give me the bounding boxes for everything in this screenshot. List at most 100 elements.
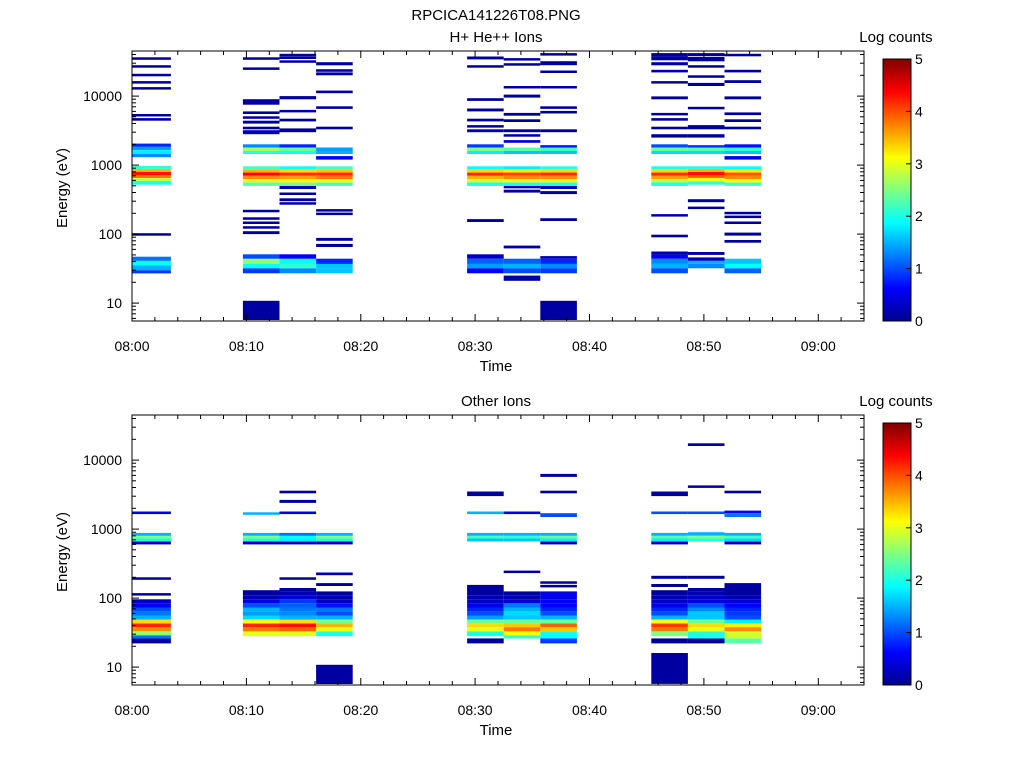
heatmap-cell	[132, 593, 171, 596]
heatmap-cell	[316, 583, 353, 586]
heatmap-cell	[724, 147, 762, 151]
heatmap-cell	[540, 473, 577, 477]
heatmap-cell	[724, 232, 762, 236]
heatmap-cell	[687, 591, 725, 596]
heatmap-cell	[724, 638, 762, 644]
heatmap-cell	[540, 615, 577, 620]
heatmap-cell	[503, 140, 541, 143]
heatmap-cell	[503, 172, 541, 176]
heatmap-cell	[467, 108, 504, 112]
heatmap-cell	[467, 144, 504, 148]
heatmap-cell	[503, 611, 541, 616]
heatmap-cell	[687, 151, 725, 154]
heatmap-cell	[132, 619, 171, 624]
heatmap-cell	[503, 623, 541, 628]
heatmap-cell	[467, 638, 504, 644]
heatmap-cell	[132, 615, 171, 620]
heatmap-cell	[316, 126, 353, 130]
heatmap-cell	[467, 178, 504, 183]
heatmap-cell	[242, 599, 280, 604]
heatmap-cell	[687, 623, 725, 628]
heatmap-cell	[651, 538, 688, 542]
heatmap-cell	[503, 245, 541, 249]
heatmap-cell	[687, 619, 725, 624]
heatmap-cell	[687, 125, 725, 130]
heatmap-cell	[316, 611, 353, 616]
x-tick-label: 08:00	[114, 702, 149, 718]
heatmap-cell	[242, 258, 280, 264]
heatmap-cell	[242, 116, 280, 119]
heatmap-cell	[687, 134, 725, 138]
heatmap-cell	[724, 240, 762, 243]
heatmap-cell	[540, 584, 577, 588]
y-tick-label: 1000	[91, 521, 122, 537]
heatmap-cell	[687, 168, 725, 172]
colorbar-gradient	[882, 422, 912, 686]
heatmap-cell	[651, 638, 688, 644]
x-axis-label: Time	[480, 722, 513, 739]
heatmap-cell	[503, 58, 541, 61]
heatmap-cell	[651, 615, 688, 620]
heatmap-cell	[132, 623, 171, 628]
heatmap-cell	[467, 254, 504, 259]
colorbar-tick-label: 1	[915, 261, 923, 277]
heatmap-cell	[132, 603, 171, 608]
x-tick-label: 08:20	[343, 702, 378, 718]
heatmap-cell	[279, 538, 317, 542]
heatmap-cell	[651, 268, 688, 274]
colorbar-tick-label: 0	[915, 677, 923, 693]
heatmap-cell	[651, 258, 688, 264]
heatmap-cell	[242, 57, 280, 60]
heatmap-cell	[132, 532, 171, 536]
heatmap-cell	[242, 538, 280, 542]
heatmap-cell	[467, 532, 504, 536]
heatmap-cell	[540, 607, 577, 612]
heatmap-cell	[724, 619, 762, 624]
heatmap-cell	[503, 631, 541, 636]
heatmap-cell	[242, 611, 280, 616]
heatmap-cell	[724, 175, 762, 179]
heatmap-cell	[279, 623, 317, 628]
heatmap-cell	[316, 172, 353, 176]
heatmap-cell	[467, 584, 504, 596]
y-tick-label: 100	[99, 226, 123, 242]
heatmap-cell	[467, 607, 504, 612]
heatmap-cell	[687, 538, 725, 542]
heatmap-cell	[687, 443, 725, 446]
heatmap-cell	[316, 62, 353, 66]
heatmap-cell	[242, 231, 280, 235]
heatmap-cell	[724, 166, 762, 170]
heatmap-cell	[242, 169, 280, 173]
heatmap-cell	[279, 147, 317, 151]
heatmap-cell	[503, 178, 541, 183]
y-axis-label: Energy (eV)	[54, 148, 71, 228]
heatmap-cell	[540, 191, 577, 195]
heatmap-cell	[724, 595, 762, 600]
x-tick-label: 08:00	[114, 338, 149, 354]
heatmap-cell	[540, 300, 577, 320]
heatmap-cell	[503, 129, 541, 133]
heatmap-cell	[724, 258, 762, 264]
heatmap-cell	[503, 169, 541, 173]
panel-other-ions: Other Ions 08:00 08:10 08:20 08:30 08:40 08:5…	[54, 393, 933, 739]
y-axis-label: Energy (eV)	[54, 512, 71, 592]
heatmap-cell	[316, 603, 353, 608]
heatmap-cell	[540, 147, 577, 151]
heatmap-cell	[132, 635, 171, 639]
heatmap-cell	[724, 119, 762, 122]
heatmap-cell	[279, 588, 317, 592]
heatmap-cell	[242, 623, 280, 628]
heatmap-cell	[540, 86, 577, 89]
heatmap-cell	[467, 627, 504, 632]
heatmap-cell	[279, 535, 317, 539]
heatmap-cell	[724, 510, 762, 514]
heatmap-cell	[503, 535, 541, 539]
heatmap-cell	[279, 56, 317, 59]
heatmap-cell	[242, 67, 280, 70]
heatmap-cell	[540, 53, 577, 56]
heatmap-cell	[687, 257, 725, 261]
heatmap-cell	[316, 106, 353, 109]
heatmap-cell	[316, 178, 353, 183]
heatmap-cell	[651, 234, 688, 238]
